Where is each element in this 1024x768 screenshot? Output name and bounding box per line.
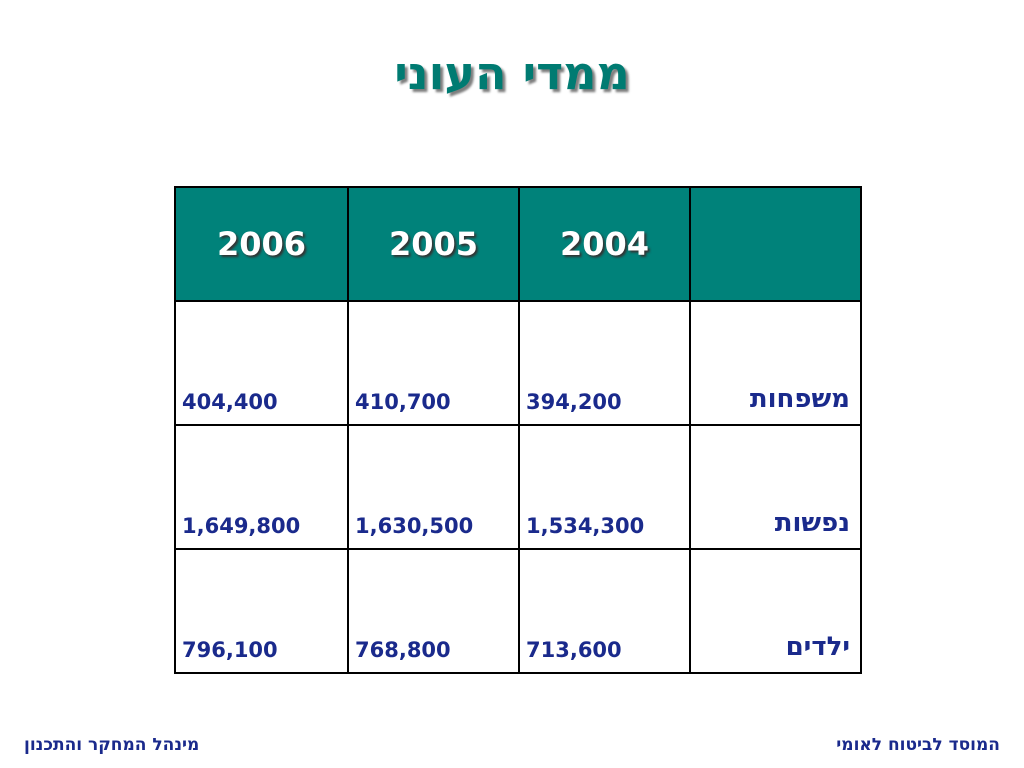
cell-persons-2005: 1,630,500	[347, 424, 520, 550]
table-row-persons: נפשות 1,534,300 1,630,500 1,649,800	[174, 424, 862, 550]
cell-persons-2006: 1,649,800	[174, 424, 349, 550]
row-label-persons: נפשות	[689, 424, 862, 550]
row-label-families: משפחות	[689, 300, 862, 426]
cell-children-2004: 713,600	[518, 548, 691, 674]
row-label-children: ילדים	[689, 548, 862, 674]
footer-organization: המוסד לביטוח לאומי	[836, 735, 1000, 755]
poverty-data-table: 2004 2005 2006 משפחות 394,200 410,700 40…	[174, 186, 862, 674]
cell-children-2005: 768,800	[347, 548, 520, 674]
table-row-families: משפחות 394,200 410,700 404,400	[174, 300, 862, 426]
cell-children-2006: 796,100	[174, 548, 349, 674]
header-cell-empty	[689, 186, 862, 302]
header-cell-2005: 2005	[347, 186, 520, 302]
cell-persons-2004: 1,534,300	[518, 424, 691, 550]
cell-families-2005: 410,700	[347, 300, 520, 426]
header-cell-2004: 2004	[518, 186, 691, 302]
header-cell-2006: 2006	[174, 186, 349, 302]
cell-families-2004: 394,200	[518, 300, 691, 426]
cell-families-2006: 404,400	[174, 300, 349, 426]
footer-department: מינהל המחקר והתכנון	[24, 735, 200, 755]
table-row-children: ילדים 713,600 768,800 796,100	[174, 548, 862, 674]
table-header-row: 2004 2005 2006	[174, 186, 862, 302]
page-title: ממדי העוני	[394, 46, 630, 100]
